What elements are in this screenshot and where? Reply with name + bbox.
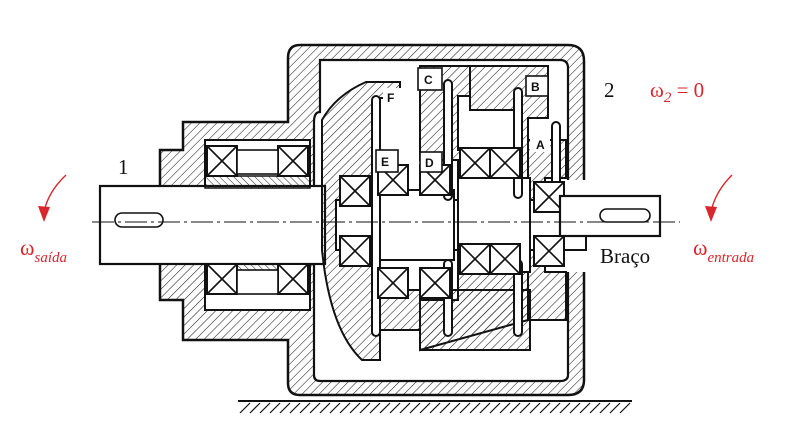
output-bearings: [206, 145, 309, 295]
link-2-label: 2: [604, 78, 615, 102]
link-1-label: 1: [118, 155, 129, 179]
omega2-subscript: 2: [664, 90, 672, 106]
gear-label-a: A: [536, 138, 545, 152]
gear-label-d: D: [425, 156, 434, 170]
gear-labels: F C B A E D: [375, 67, 550, 173]
omega2-equation: ω2 = 0: [650, 78, 704, 106]
ground-icon: [238, 400, 632, 414]
gear-label-c: C: [424, 73, 433, 87]
gear-label-e: E: [381, 155, 389, 169]
svg-text:ωsaída: ωsaída: [20, 235, 67, 266]
omega-input-symbol: ω: [693, 235, 707, 260]
arm-label: Braço: [600, 244, 650, 268]
omega-output-label: ωsaída: [20, 235, 67, 266]
omega2-symbol: ω: [650, 78, 664, 102]
omega2-value: = 0: [671, 78, 704, 102]
output-rotation-arrow-icon: [38, 174, 67, 222]
input-rotation-arrow-icon: [705, 174, 733, 222]
gear-label-b: B: [531, 80, 540, 94]
output-shaft: [98, 175, 327, 277]
svg-text:ω2 = 0: ω2 = 0: [650, 78, 704, 106]
omega-input-label: ωentrada: [693, 235, 754, 266]
omega-output-subscript: saída: [34, 250, 67, 266]
svg-text:ωentrada: ωentrada: [693, 235, 754, 266]
omega-output-symbol: ω: [20, 235, 34, 260]
input-shaft: [558, 194, 662, 238]
gear-label-f: F: [387, 91, 394, 105]
omega-input-subscript: entrada: [707, 250, 754, 266]
